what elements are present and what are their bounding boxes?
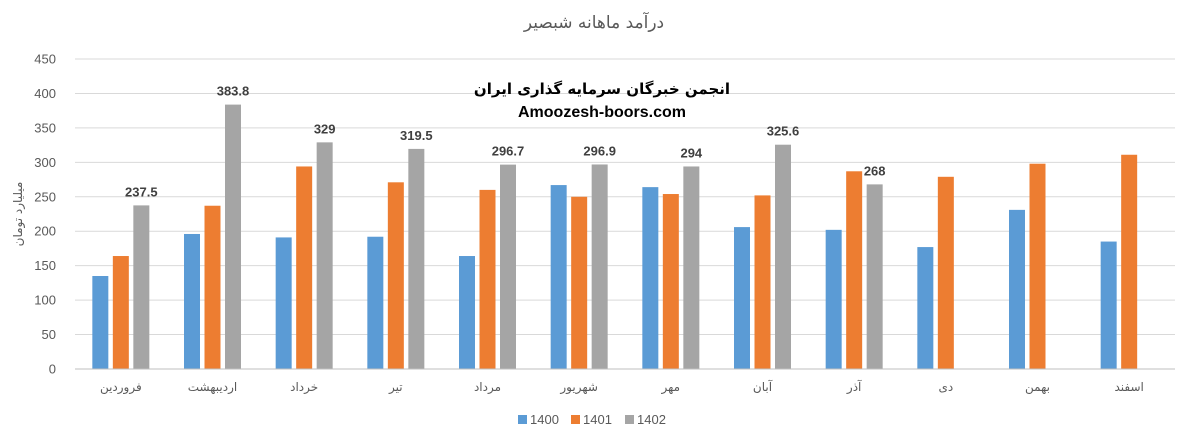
data-label: 325.6: [767, 124, 800, 139]
data-label: 237.5: [125, 184, 158, 199]
bar-1402: [866, 184, 883, 369]
bar-1401: [846, 171, 863, 369]
bar-1401: [754, 195, 771, 369]
bar-1400: [184, 233, 200, 369]
bar-1402: [775, 144, 791, 369]
bar-1401: [204, 205, 221, 369]
data-label: 329: [314, 121, 336, 136]
data-label: 296.7: [492, 144, 525, 159]
legend-swatch-1401: [571, 415, 580, 424]
bar-1400: [1100, 241, 1117, 369]
data-label: 294: [680, 145, 702, 160]
y-tick-label: 150: [34, 258, 56, 273]
y-tick-label: 0: [49, 362, 56, 377]
bar-1400: [367, 236, 384, 369]
x-category-label: آذر: [846, 379, 862, 395]
bar-1401: [112, 256, 129, 369]
y-axis-ticks: 0 50 100 150 200 250 300 350 400 450: [34, 52, 56, 377]
legend-label: 1402: [637, 412, 666, 427]
bar-1401: [937, 176, 954, 369]
bar-1401: [662, 194, 679, 369]
x-category-label: مرداد: [474, 380, 501, 395]
y-tick-label: 450: [34, 52, 56, 67]
bar-1400: [917, 247, 934, 369]
bar-1401: [479, 189, 496, 369]
legend-swatch-1402: [625, 415, 634, 424]
legend-label: 1401: [583, 412, 612, 427]
y-tick-label: 250: [34, 189, 56, 204]
x-category-label: دی: [938, 380, 953, 394]
bar-1402: [316, 142, 333, 369]
bar-1401: [296, 166, 313, 369]
chart-title: درآمد ماهانه شبصیر: [523, 11, 664, 33]
x-category-label: خرداد: [290, 380, 318, 395]
legend: 1400 1401 1402: [518, 412, 666, 427]
legend-swatch-1400: [518, 415, 527, 424]
watermark-line1: انجمن خبرگان سرمایه گذاری ایران: [474, 80, 730, 98]
data-labels: 237.5 383.8 329 319.5 296.7 296.9 294 325.6 268: [125, 84, 885, 200]
bar-1400: [275, 237, 292, 369]
x-category-label: اسفند: [1114, 380, 1143, 394]
legend-label: 1400: [530, 412, 559, 427]
y-tick-label: 200: [34, 224, 56, 239]
bar-1400: [642, 187, 659, 369]
y-tick-label: 300: [34, 155, 56, 170]
bars: [92, 104, 1138, 370]
data-label: 268: [864, 163, 886, 178]
bar-1401: [571, 196, 588, 369]
bar-1400: [550, 185, 567, 369]
grid-lines: [75, 58, 1175, 336]
bar-1402: [683, 166, 700, 369]
bar-1400: [1009, 209, 1025, 369]
bar-1400: [92, 276, 109, 369]
x-category-label: بهمن: [1025, 380, 1050, 395]
x-category-label: آبان: [753, 379, 773, 394]
bar-1401: [1029, 163, 1046, 369]
x-category-label: فروردین: [100, 380, 142, 395]
y-tick-label: 100: [34, 293, 56, 308]
y-tick-label: 50: [42, 327, 56, 342]
bar-1402: [225, 104, 241, 370]
y-tick-label: 350: [34, 120, 56, 135]
bar-1401: [387, 182, 404, 369]
data-label: 296.9: [583, 143, 616, 158]
y-tick-label: 400: [34, 86, 56, 101]
x-category-label: شهریور: [559, 380, 598, 395]
bar-1402: [500, 164, 516, 369]
x-category-label: تیر: [388, 380, 403, 395]
x-category-label: مهر: [661, 380, 681, 395]
x-axis-categories: فروردین اردیبهشت خرداد تیر مرداد شهریور مهر آبا…: [100, 379, 1144, 395]
bar-1401: [1121, 154, 1138, 369]
data-label: 383.8: [217, 84, 250, 99]
data-label: 319.5: [400, 128, 433, 143]
x-category-label: اردیبهشت: [188, 380, 237, 395]
bar-1402: [591, 164, 608, 369]
bar-1400: [825, 229, 842, 369]
bar-1400: [459, 256, 475, 369]
y-axis-label: میلیارد تومان: [11, 182, 26, 247]
bar-1400: [734, 227, 750, 369]
bar-1402: [408, 148, 425, 369]
watermark-line2: Amoozesh-boors.com: [518, 104, 686, 121]
bar-1402: [133, 205, 150, 369]
